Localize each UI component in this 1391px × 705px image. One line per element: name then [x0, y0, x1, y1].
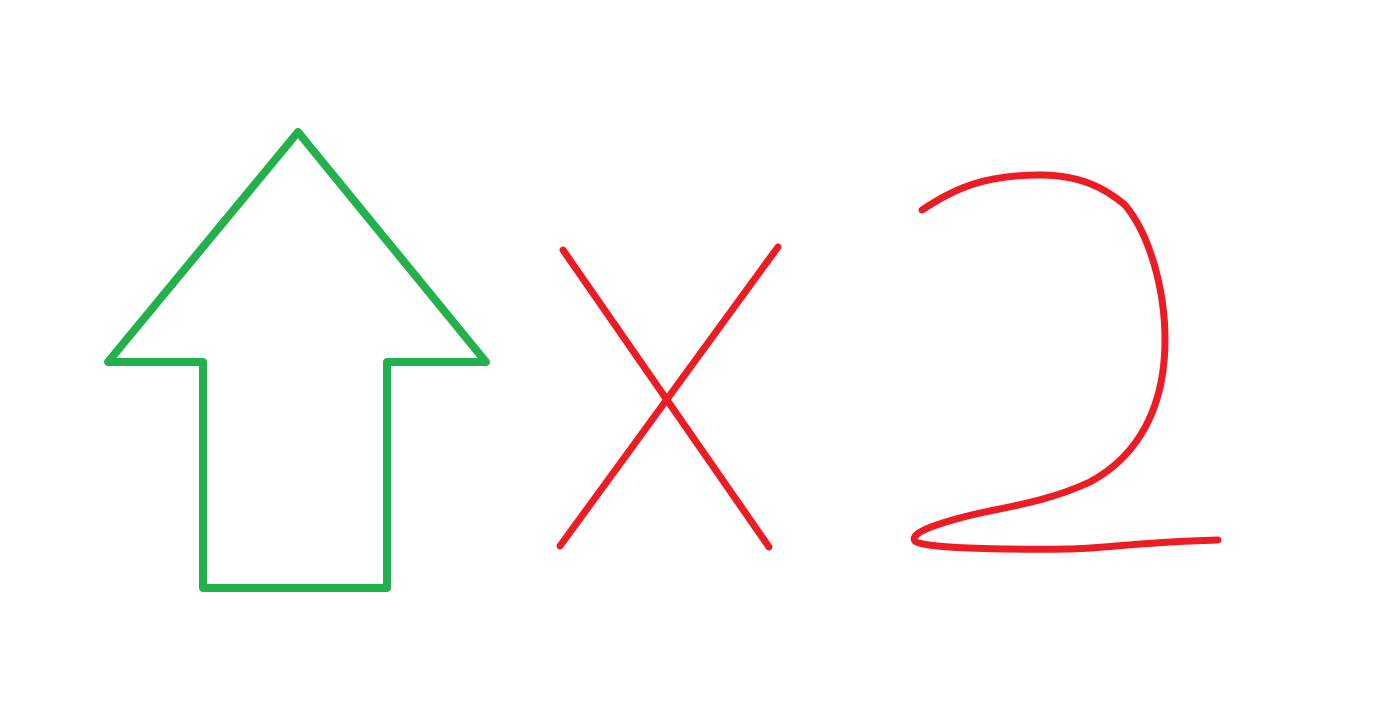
handwritten-number-two	[910, 171, 1222, 553]
up-arrow-icon	[104, 128, 490, 592]
multiply-stroke-2	[556, 243, 782, 550]
multiply-sign-icon	[556, 243, 782, 551]
up-arrow-outline	[104, 128, 490, 592]
number-two-stroke	[910, 171, 1222, 553]
